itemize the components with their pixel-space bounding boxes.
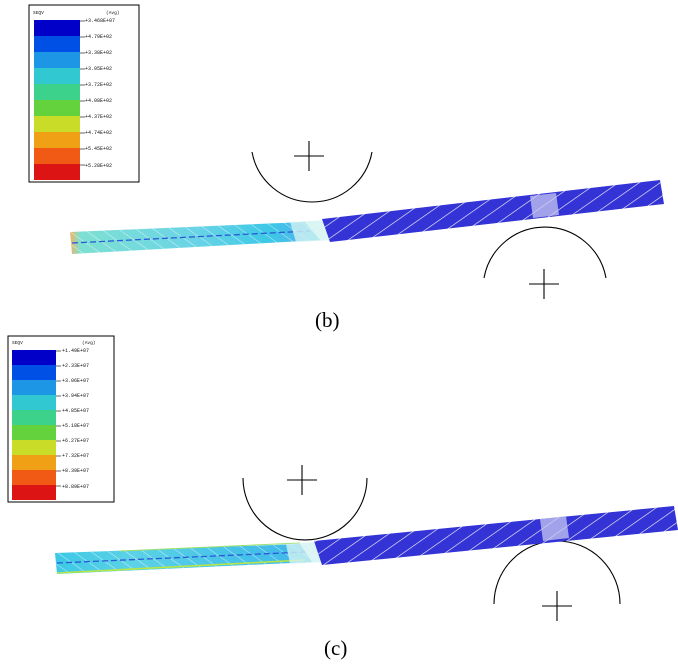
legend-value: +3.38E+02: [85, 50, 112, 56]
panel-caption: (c): [324, 636, 347, 660]
strip-centerline: [71, 230, 311, 244]
legend-swatch: [12, 410, 56, 425]
lower-roller-b: [483, 226, 607, 299]
legend-swatch: [34, 100, 80, 116]
legend-value: +3.468E+07: [85, 18, 115, 24]
legend-value: +8.89E+07: [62, 484, 89, 490]
legend-swatch: [12, 395, 56, 410]
strip-edge-highlight: [119, 542, 301, 552]
legend-header-right: (Avg): [82, 340, 96, 346]
legend-value: +5.18E+07: [62, 423, 89, 429]
panel-caption: (b): [315, 308, 340, 332]
strip-b: [70, 180, 664, 254]
roller-arc: [251, 151, 373, 203]
legend-swatches: [34, 20, 85, 180]
legend-value: +7.32E+07: [62, 453, 89, 459]
legend-value: +4.85E+07: [62, 408, 89, 414]
contact-zone: [540, 516, 569, 541]
strip-edge-highlight: [56, 559, 306, 574]
legend-swatch: [12, 425, 56, 440]
contact-zone: [530, 193, 559, 218]
legend-value: +2.33E+07: [62, 363, 89, 369]
legend-labels: +1.49E+07 +2.33E+07 +3.06E+07 +3.94E+07 …: [62, 348, 89, 490]
legend-value: +3.05E+02: [85, 66, 112, 72]
legend-header-right: (Avg): [106, 10, 120, 16]
legend-value: +4.37E+02: [85, 114, 112, 120]
legend-swatch: [34, 36, 80, 52]
legend-swatch: [12, 485, 56, 500]
legend-value: +5.28E+02: [85, 163, 112, 169]
legend-value: +4.74E+02: [85, 130, 112, 136]
legend-value: +4.79E+02: [85, 34, 112, 40]
legend-swatch: [34, 20, 80, 36]
panel-b: SEQV (Avg) +3.468E+07 +4.79E+02 +3.38E+0…: [28, 4, 664, 332]
legend-swatch: [12, 350, 56, 365]
legend-value: +8.39E+07: [62, 468, 89, 474]
legend-swatch: [34, 68, 80, 84]
lower-roller-c: [493, 540, 621, 621]
stressed-section-mesh: [55, 544, 312, 574]
strip-centerline: [56, 551, 306, 564]
legend-header-left: SEQV: [12, 340, 23, 346]
legend-swatch: [34, 148, 80, 164]
legend-header-left: SEQV: [33, 10, 44, 16]
unstressed-section: [322, 180, 664, 242]
legend-value: +1.49E+07: [62, 348, 89, 354]
legend-value: +5.45E+02: [85, 146, 112, 152]
legend-c: SEQV (Avg) +1.49E+07 +2.33E+07 +3.06E+07…: [7, 335, 115, 503]
legend-swatch: [12, 365, 56, 380]
legend-value: +3.06E+07: [62, 378, 89, 384]
roller-arc: [242, 477, 368, 541]
legend-swatch: [12, 380, 56, 395]
legend-swatch: [12, 470, 56, 485]
legend-value: +4.08E+02: [85, 98, 112, 104]
strip-c: [55, 506, 678, 574]
legend-swatch: [34, 52, 80, 68]
legend-labels: +3.468E+07 +4.79E+02 +3.38E+02 +3.05E+02…: [85, 18, 115, 169]
legend-swatch: [34, 84, 80, 100]
roller-arc: [483, 226, 607, 279]
legend-swatches: [12, 350, 61, 500]
panel-c: SEQV (Avg) +1.49E+07 +2.33E+07 +3.06E+07…: [7, 335, 678, 660]
legend-value: +3.72E+02: [85, 82, 112, 88]
contact-zone: [290, 220, 334, 242]
legend-swatch: [12, 455, 56, 470]
legend-b: SEQV (Avg) +3.468E+07 +4.79E+02 +3.38E+0…: [28, 4, 140, 183]
upper-roller-c: [242, 465, 368, 541]
legend-value: +3.94E+07: [62, 393, 89, 399]
contact-zone: [286, 542, 322, 564]
legend-swatch: [34, 116, 80, 132]
legend-value: +6.27E+07: [62, 438, 89, 444]
unstressed-section: [314, 506, 678, 565]
legend-swatch: [12, 440, 56, 455]
upper-roller-b: [251, 141, 373, 203]
legend-swatch: [34, 164, 80, 180]
legend-swatch: [34, 132, 80, 148]
stressed-section-mesh: [70, 222, 320, 254]
